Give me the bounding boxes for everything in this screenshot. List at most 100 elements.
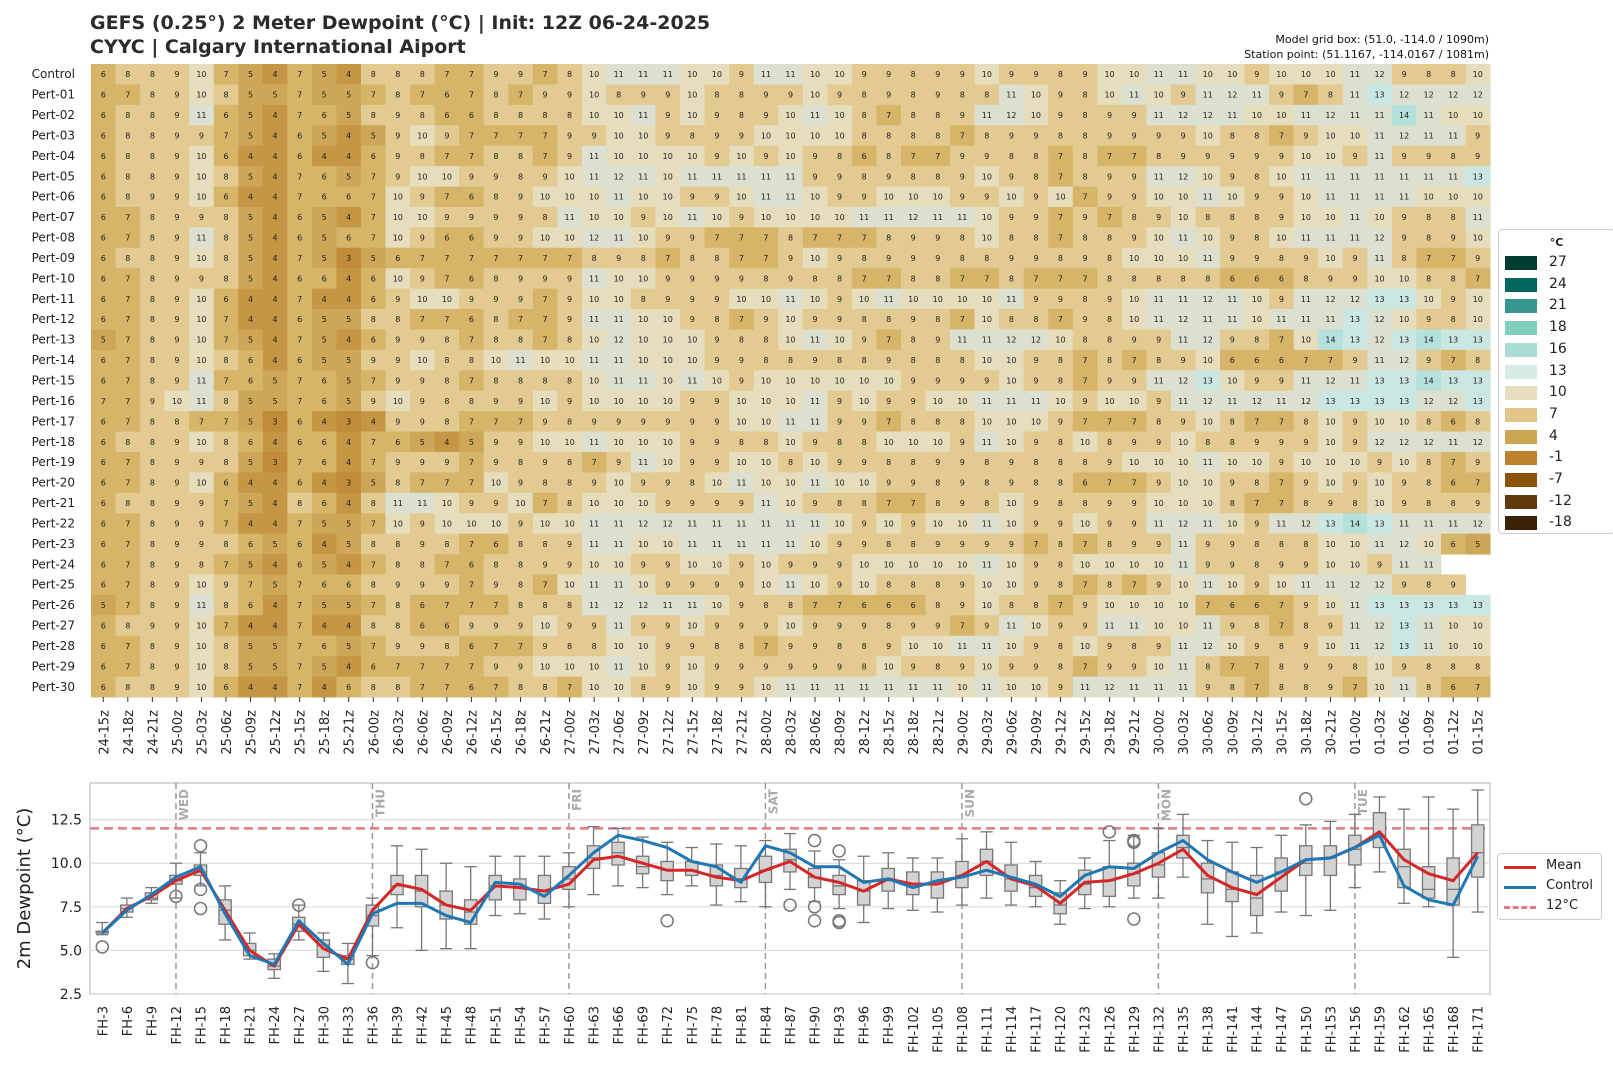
heatmap-cell xyxy=(1367,247,1393,269)
heatmap-cell-value: 7 xyxy=(1107,213,1112,222)
heatmap-cell-value: 4 xyxy=(273,131,278,140)
heatmap-cell xyxy=(140,166,166,188)
heatmap-cell xyxy=(1048,145,1074,167)
heatmap-cell-value: 9 xyxy=(665,131,670,140)
heatmap-cell xyxy=(483,166,509,188)
heatmap-cell-value: 10 xyxy=(638,274,648,283)
heatmap-cell xyxy=(1121,64,1147,85)
heatmap-cell-value: 5 xyxy=(322,131,327,140)
heatmap-cell xyxy=(336,166,362,188)
heatmap-cell-value: 8 xyxy=(1033,152,1038,161)
heatmap-cell xyxy=(606,145,632,167)
heatmap-cell-value: 10 xyxy=(1325,70,1335,79)
heatmap-cell xyxy=(630,247,657,269)
heatmap-cell-value: 9 xyxy=(788,254,793,263)
heatmap-cell-value: 9 xyxy=(518,213,523,222)
heatmap-cell-value: 9 xyxy=(665,274,670,283)
day-marker-label: FRI xyxy=(570,789,584,811)
heatmap-cell-value: 4 xyxy=(273,213,278,222)
heatmap-cell-value: 7 xyxy=(297,193,302,202)
heatmap-cell xyxy=(508,125,534,147)
heatmap-cell-value: 4 xyxy=(248,295,253,304)
legend-swatch xyxy=(1504,906,1536,909)
heatmap-cell xyxy=(606,125,632,147)
forecast-hour-label: FH-159 xyxy=(1373,1006,1388,1053)
ensemble-heatmap: Control 6 8 8 9 10 7 5 4 7 5 4 8 8 8 7 7 9 9 7 8 10 11 11 11 10 10… xyxy=(32,64,1491,755)
heatmap-cell xyxy=(164,288,190,310)
heatmap-cell xyxy=(1195,268,1221,290)
heatmap-cell-value: 8 xyxy=(1009,152,1014,161)
heatmap-cell xyxy=(974,104,1000,126)
heatmap-cell-value: 5 xyxy=(248,111,253,120)
heatmap-cell-value: 9 xyxy=(886,254,891,263)
heatmap-cell-value: 7 xyxy=(125,274,130,283)
heatmap-cell xyxy=(1416,64,1442,85)
heatmap-cell-value: 10 xyxy=(1006,193,1016,202)
forecast-hour-label: FH-6 xyxy=(121,1006,136,1036)
heatmap-cell xyxy=(925,145,951,167)
heatmap-cell xyxy=(753,125,779,147)
heatmap-cell-value: 11 xyxy=(1374,254,1384,263)
heatmap-cell xyxy=(606,268,632,290)
heatmap-cell-value: 10 xyxy=(393,274,403,283)
heatmap-cell xyxy=(360,288,387,310)
heatmap-cell xyxy=(91,166,117,188)
heatmap-cell xyxy=(483,206,509,228)
heatmap-cell xyxy=(360,145,387,167)
heatmap-cell-value: 7 xyxy=(1058,213,1063,222)
heatmap-cell-value: 9 xyxy=(1181,152,1186,161)
heatmap-cell-value: 5 xyxy=(322,91,327,100)
heatmap-cell-value: 9 xyxy=(1082,70,1087,79)
heatmap-cell-value: 9 xyxy=(174,91,179,100)
heatmap-cell xyxy=(606,64,632,85)
heatmap-cell-value: 12 xyxy=(1399,131,1409,140)
heatmap-cell xyxy=(238,125,264,147)
heatmap-cell xyxy=(1048,206,1074,228)
heatmap-cell-value: 11 xyxy=(1424,131,1434,140)
heatmap-cell-value: 6 xyxy=(1254,274,1259,283)
heatmap-cell xyxy=(1391,125,1417,147)
heatmap-cell xyxy=(1244,268,1270,290)
heatmap-cell-value: 9 xyxy=(714,193,719,202)
heatmap-cell xyxy=(1195,247,1221,269)
heatmap-cell xyxy=(900,247,926,269)
heatmap-cell xyxy=(925,186,951,208)
heatmap-cell xyxy=(262,64,288,85)
heatmap-cell xyxy=(851,227,877,249)
heatmap-cell-value: 10 xyxy=(834,213,844,222)
heatmap-cell xyxy=(802,125,828,147)
heatmap-row-label: Pert-04 xyxy=(32,149,75,163)
heatmap-cell xyxy=(950,268,976,290)
heatmap-cell-value: 7 xyxy=(984,274,989,283)
heatmap-cell xyxy=(213,288,239,310)
forecast-hour-label: FH-18 xyxy=(219,1006,234,1045)
heatmap-cell-value: 10 xyxy=(1055,193,1065,202)
heatmap-cell-value: 7 xyxy=(420,254,425,263)
heatmap-cell-value: 8 xyxy=(1058,131,1063,140)
heatmap-cell-value: 10 xyxy=(589,193,599,202)
heatmap-cell-value: 9 xyxy=(199,131,204,140)
heatmap-cell-value: 6 xyxy=(1230,274,1235,283)
heatmap-cell xyxy=(680,166,706,188)
heatmap-cell-value: 9 xyxy=(174,172,179,181)
heatmap-cell xyxy=(1269,104,1295,126)
heatmap-cell xyxy=(410,288,436,310)
heatmap-cell-value: 4 xyxy=(273,152,278,161)
heatmap-cell xyxy=(655,186,681,208)
forecast-hour-label: FH-129 xyxy=(1128,1006,1143,1053)
heatmap-cell xyxy=(262,288,288,310)
heatmap-cell xyxy=(91,268,117,290)
heatmap-cell xyxy=(1146,84,1172,106)
heatmap-cell xyxy=(262,227,288,249)
heatmap-cell xyxy=(360,125,387,147)
heatmap-cell xyxy=(1342,64,1368,85)
heatmap-cell-value: 11 xyxy=(1350,193,1360,202)
heatmap-cell-value: 10 xyxy=(810,70,820,79)
heatmap-cell xyxy=(508,268,534,290)
heatmap-cell xyxy=(508,206,534,228)
forecast-hour-label: FH-150 xyxy=(1300,1006,1315,1053)
heatmap-row-label: Pert-10 xyxy=(32,271,75,285)
heatmap-cell-value: 8 xyxy=(1082,234,1087,243)
heatmap-cell-value: 8 xyxy=(1254,234,1259,243)
heatmap-cell xyxy=(778,206,804,228)
